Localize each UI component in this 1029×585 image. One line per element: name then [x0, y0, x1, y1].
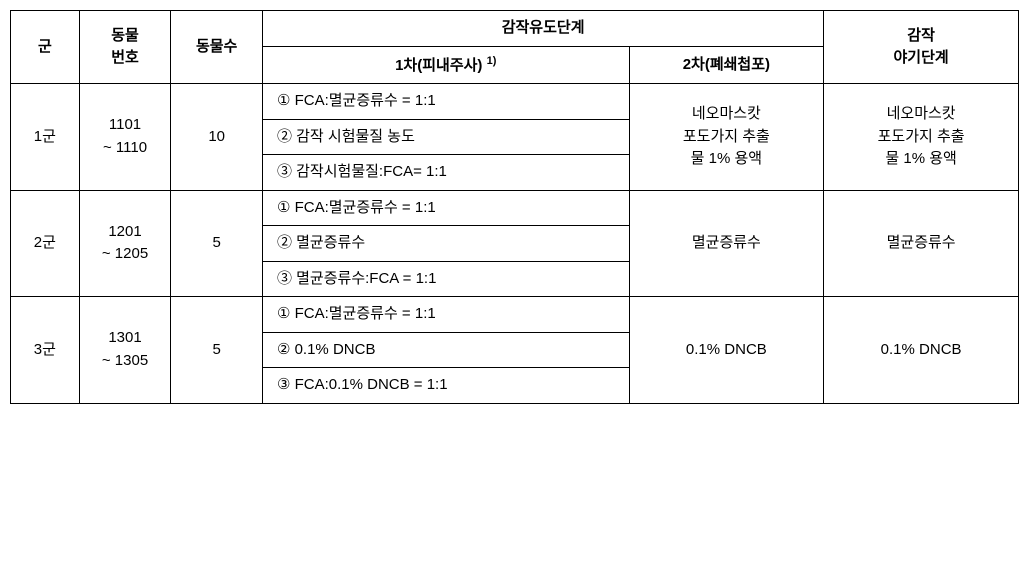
table-row: 3군1301~ 13055① FCA:멸균증류수 = 1:10.1% DNCB0… [11, 297, 1019, 333]
header-phase2: 2차(폐쇄첩포) [629, 46, 824, 84]
phase1-cell: ③ FCA:0.1% DNCB = 1:1 [262, 368, 629, 404]
phase1-cell: ① FCA:멸균증류수 = 1:1 [262, 297, 629, 333]
table-row: 1군1101~ 111010① FCA:멸균증류수 = 1:1네오마스캇포도가지… [11, 84, 1019, 120]
challenge-cell: 네오마스캇포도가지 추출물 1% 용액 [824, 84, 1019, 191]
animal-count: 5 [171, 190, 263, 297]
header-animal-count: 동물수 [171, 11, 263, 84]
header-challenge-phase: 감작야기단계 [824, 11, 1019, 84]
group-name: 2군 [11, 190, 80, 297]
group-name: 1군 [11, 84, 80, 191]
header-induction-phase: 감작유도단계 [262, 11, 823, 47]
animal-count: 10 [171, 84, 263, 191]
challenge-cell: 0.1% DNCB [824, 297, 1019, 404]
challenge-cell: 멸균증류수 [824, 190, 1019, 297]
phase2-cell: 멸균증류수 [629, 190, 824, 297]
group-name: 3군 [11, 297, 80, 404]
table-row: 2군1201~ 12055① FCA:멸균증류수 = 1:1멸균증류수멸균증류수 [11, 190, 1019, 226]
animal-no: 1301~ 1305 [79, 297, 171, 404]
header-phase1-sup: 1) [487, 55, 497, 67]
phase1-cell: ② 0.1% DNCB [262, 332, 629, 368]
phase2-cell: 0.1% DNCB [629, 297, 824, 404]
animal-count: 5 [171, 297, 263, 404]
phase1-cell: ② 감작 시험물질 농도 [262, 119, 629, 155]
experiment-table: 군 동물번호 동물수 감작유도단계 감작야기단계 1차(피내주사) 1) 2차(… [10, 10, 1019, 404]
animal-no: 1201~ 1205 [79, 190, 171, 297]
animal-no: 1101~ 1110 [79, 84, 171, 191]
header-group: 군 [11, 11, 80, 84]
header-phase1-text: 1차(피내주사) [395, 57, 482, 74]
header-phase1: 1차(피내주사) 1) [262, 46, 629, 84]
phase1-cell: ③ 감작시험물질:FCA= 1:1 [262, 155, 629, 191]
phase1-cell: ② 멸균증류수 [262, 226, 629, 262]
phase2-cell: 네오마스캇포도가지 추출물 1% 용액 [629, 84, 824, 191]
phase1-cell: ① FCA:멸균증류수 = 1:1 [262, 84, 629, 120]
phase1-cell: ① FCA:멸균증류수 = 1:1 [262, 190, 629, 226]
phase1-cell: ③ 멸균증류수:FCA = 1:1 [262, 261, 629, 297]
header-animal-no: 동물번호 [79, 11, 171, 84]
header-row-1: 군 동물번호 동물수 감작유도단계 감작야기단계 [11, 11, 1019, 47]
